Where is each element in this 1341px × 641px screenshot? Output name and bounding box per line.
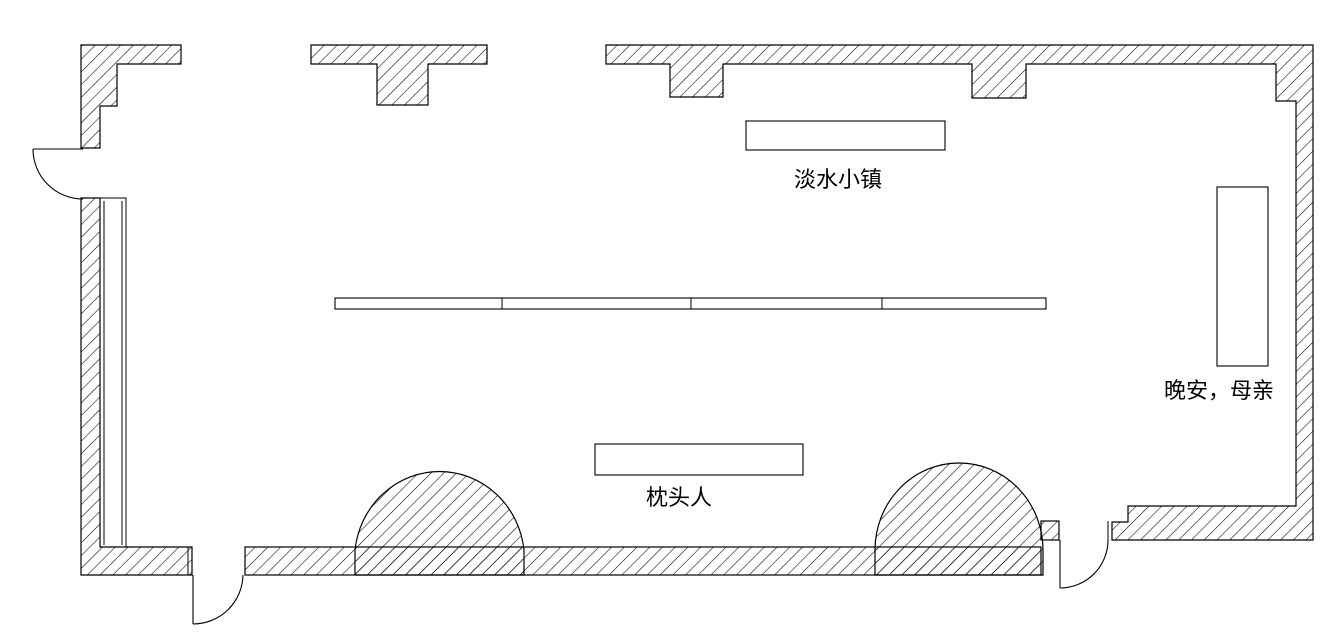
display-board-bottom: [594, 443, 804, 476]
door-bottom-left: [192, 574, 244, 625]
column-left: [354, 471, 525, 576]
display-board-right: [1216, 186, 1269, 367]
label-display-right: 晚安，母亲: [1164, 379, 1274, 404]
window-left: [99, 197, 127, 548]
door-bottom-right: [1059, 539, 1109, 589]
label-display-top: 淡水小镇: [794, 168, 882, 193]
label-display-bottom: 枕头人: [646, 486, 712, 511]
column-right: [874, 462, 1044, 576]
wall-top-middle: [310, 44, 488, 106]
door-left: [32, 148, 84, 200]
wall-bottom-right-stub: [1040, 520, 1060, 541]
wall-top-left: [80, 44, 182, 149]
wall-left-lower: [80, 197, 193, 576]
wall-top-right-and-right: [605, 44, 1314, 541]
display-board-top: [745, 120, 946, 151]
